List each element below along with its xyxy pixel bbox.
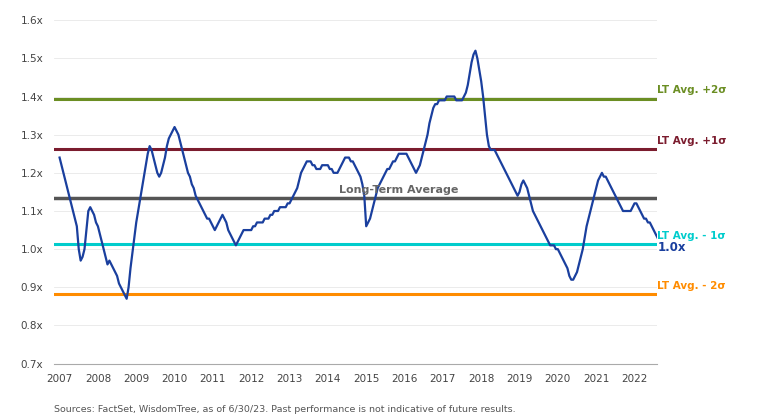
Text: Long-Term Average: Long-Term Average [339,185,459,195]
Text: LT Avg. - 2σ: LT Avg. - 2σ [657,281,726,291]
Text: LT Avg. +2σ: LT Avg. +2σ [657,85,727,95]
Text: LT Avg. +1σ: LT Avg. +1σ [657,136,727,146]
Text: 1.0x: 1.0x [657,241,686,254]
Text: Sources: FactSet, WisdomTree, as of 6/30/23. Past performance is not indicative : Sources: FactSet, WisdomTree, as of 6/30… [54,405,515,414]
Text: LT Avg. - 1σ: LT Avg. - 1σ [657,231,726,241]
